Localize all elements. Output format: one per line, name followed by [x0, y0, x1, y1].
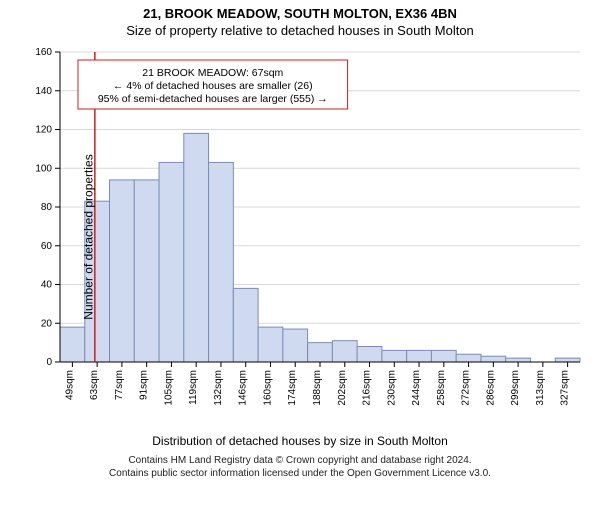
x-tick-label: 77sqm: [114, 370, 125, 400]
svg-text:160: 160: [35, 47, 52, 58]
svg-text:0: 0: [46, 357, 52, 368]
histogram-bar: [481, 356, 506, 362]
attribution-footer: Contains HM Land Registry data © Crown c…: [0, 454, 600, 480]
x-tick-label: 244sqm: [411, 370, 422, 406]
x-tick-label: 313sqm: [535, 370, 546, 406]
svg-text:60: 60: [41, 241, 53, 252]
histogram-bar: [332, 341, 357, 362]
svg-text:100: 100: [35, 163, 52, 174]
histogram-bar: [357, 347, 382, 363]
x-tick-label: 91sqm: [139, 370, 150, 400]
histogram-bar: [506, 358, 531, 362]
title-address: 21, BROOK MEADOW, SOUTH MOLTON, EX36 4BN: [0, 6, 600, 21]
svg-text:140: 140: [35, 86, 52, 97]
x-tick-label: 299sqm: [510, 370, 521, 406]
histogram-bar: [209, 162, 234, 362]
histogram-bar: [60, 327, 85, 362]
footer-line-2: Contains public sector information licen…: [0, 467, 600, 480]
x-tick-label: 202sqm: [337, 370, 348, 406]
x-tick-label: 63sqm: [89, 370, 100, 400]
chart-titles: 21, BROOK MEADOW, SOUTH MOLTON, EX36 4BN…: [0, 6, 600, 38]
svg-text:40: 40: [41, 280, 53, 291]
x-axis-label: Distribution of detached houses by size …: [0, 434, 600, 448]
svg-text:80: 80: [41, 202, 53, 213]
annotation-line: ← 4% of detached houses are smaller (26): [113, 80, 313, 92]
x-tick-label: 272sqm: [461, 370, 472, 406]
histogram-bar: [110, 180, 135, 362]
histogram-bar: [308, 343, 333, 362]
histogram-bar: [382, 350, 407, 362]
x-tick-label: 327sqm: [560, 370, 571, 406]
y-axis-label: Number of detached properties: [82, 154, 96, 319]
x-tick-label: 49sqm: [64, 370, 75, 400]
histogram-bar: [283, 329, 308, 362]
annotation-line: 21 BROOK MEADOW: 67sqm: [142, 67, 283, 79]
histogram-bar: [184, 133, 209, 362]
title-subtitle: Size of property relative to detached ho…: [0, 23, 600, 38]
x-tick-label: 105sqm: [163, 370, 174, 406]
histogram-bar: [159, 162, 184, 362]
histogram-bar: [134, 180, 159, 362]
x-tick-label: 132sqm: [213, 370, 224, 406]
x-tick-label: 230sqm: [386, 370, 397, 406]
x-tick-label: 174sqm: [287, 370, 298, 406]
histogram-bar: [456, 354, 481, 362]
histogram-bar: [407, 350, 432, 362]
svg-text:120: 120: [35, 125, 52, 136]
footer-line-1: Contains HM Land Registry data © Crown c…: [0, 454, 600, 467]
svg-text:20: 20: [41, 318, 53, 329]
x-tick-label: 188sqm: [312, 370, 323, 406]
x-tick-label: 160sqm: [262, 370, 273, 406]
x-tick-label: 119sqm: [188, 370, 199, 405]
annotation-line: 95% of semi-detached houses are larger (…: [98, 93, 328, 105]
chart-area: Number of detached properties 0 20 40 60 80 1…: [0, 42, 600, 432]
x-tick-label: 216sqm: [362, 370, 373, 406]
histogram-bar: [258, 327, 283, 362]
histogram-bar: [555, 358, 580, 362]
x-tick-label: 286sqm: [485, 370, 496, 406]
histogram-bar: [233, 288, 258, 362]
x-tick-label: 146sqm: [238, 370, 249, 406]
x-tick-label: 258sqm: [436, 370, 447, 406]
histogram-bar: [431, 350, 456, 362]
